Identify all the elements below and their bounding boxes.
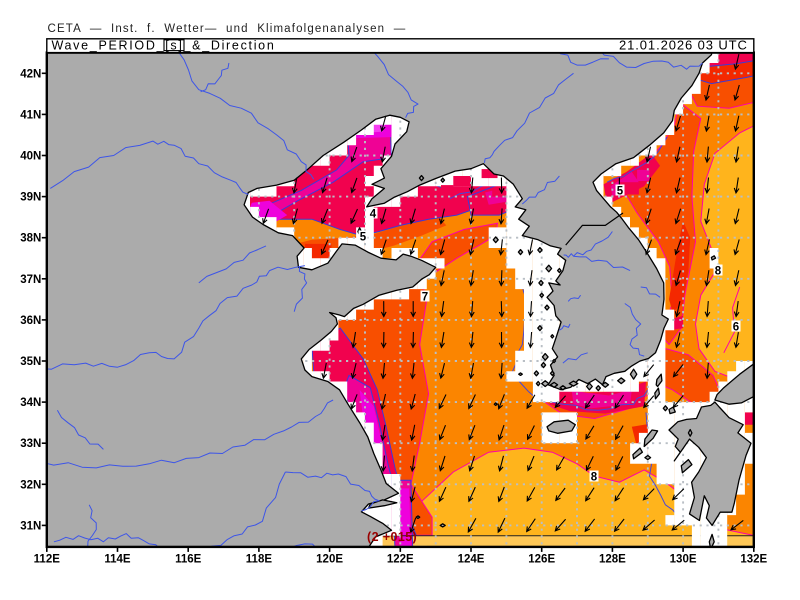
svg-text:34N: 34N bbox=[20, 397, 41, 409]
svg-text:8: 8 bbox=[715, 266, 722, 278]
svg-text:120E: 120E bbox=[316, 553, 343, 565]
svg-text:122E: 122E bbox=[387, 553, 414, 565]
svg-text:40N: 40N bbox=[20, 151, 41, 163]
svg-text:124E: 124E bbox=[458, 553, 485, 565]
svg-text:(2 +015): (2 +015) bbox=[367, 530, 417, 544]
svg-text:112E: 112E bbox=[34, 553, 61, 565]
svg-text:38N: 38N bbox=[20, 233, 41, 245]
svg-text:114E: 114E bbox=[104, 553, 131, 565]
svg-text:6: 6 bbox=[733, 322, 739, 334]
svg-text:118E: 118E bbox=[246, 553, 273, 565]
svg-text:116E: 116E bbox=[175, 553, 202, 565]
svg-text:126E: 126E bbox=[528, 553, 555, 565]
svg-text:42N: 42N bbox=[20, 68, 41, 80]
svg-text:36N: 36N bbox=[20, 315, 41, 327]
svg-text:41N: 41N bbox=[20, 109, 41, 121]
svg-text:CETA — Inst. f. Wetter— und Kl: CETA — Inst. f. Wetter— und Klimafolgena… bbox=[48, 23, 407, 35]
svg-text:21.01.2026 03 UTC: 21.01.2026 03 UTC bbox=[619, 38, 748, 53]
svg-text:7: 7 bbox=[422, 292, 428, 304]
svg-text:130E: 130E bbox=[670, 553, 697, 565]
svg-text:39N: 39N bbox=[20, 192, 41, 204]
svg-text:132E: 132E bbox=[740, 553, 767, 565]
svg-text:128E: 128E bbox=[599, 553, 626, 565]
svg-text:Wave_PERIOD_[s]_&_Direction: Wave_PERIOD_[s]_&_Direction bbox=[52, 38, 276, 52]
svg-text:4: 4 bbox=[370, 209, 377, 221]
svg-text:5: 5 bbox=[360, 232, 367, 244]
svg-text:32N: 32N bbox=[20, 479, 41, 491]
svg-text:8: 8 bbox=[591, 472, 598, 484]
svg-text:33N: 33N bbox=[20, 438, 41, 450]
svg-text:31N: 31N bbox=[20, 520, 41, 532]
svg-text:37N: 37N bbox=[20, 274, 41, 286]
svg-text:35N: 35N bbox=[20, 356, 41, 368]
svg-text:5: 5 bbox=[617, 186, 624, 198]
